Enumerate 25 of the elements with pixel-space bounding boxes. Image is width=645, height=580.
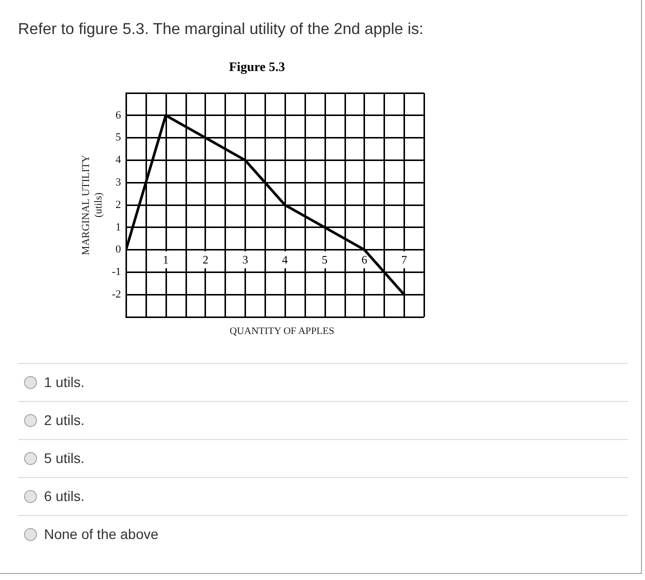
x-tick-label: 7 <box>401 254 408 267</box>
x-tick-label: 3 <box>242 254 248 267</box>
x-tick-label: 6 <box>362 254 368 267</box>
x-tick-label: 5 <box>322 254 328 267</box>
text: 6 utils. <box>44 488 84 504</box>
text: None of the above <box>44 526 158 542</box>
y-tick-label: 6 <box>116 109 122 122</box>
y-axis-title: MARGINAL UTILITY (utils) <box>81 154 105 256</box>
y-tick-label: 3 <box>116 176 122 188</box>
text: 2 utils. <box>44 412 84 428</box>
text: 1 utils. <box>44 374 84 390</box>
y-tick-label: 4 <box>116 154 122 166</box>
y-tick-label: -2 <box>112 288 121 300</box>
y-tick-label: 1 <box>116 221 121 234</box>
y-tick-label: -1 <box>112 266 121 278</box>
x-tick-label: 2 <box>202 254 209 267</box>
chart-title: Refer to figure 5.3. The marginal utility of the 2nd apple is: <box>18 21 424 39</box>
x-tick-label: 1 <box>162 254 169 267</box>
text: 5 utils. <box>44 450 84 466</box>
x-tick-label: 4 <box>282 254 288 267</box>
y-tick-label: 2 <box>116 198 121 211</box>
x-axis-title: QUANTITY OF APPLES <box>228 326 336 337</box>
y-tick-label: 0 <box>116 244 122 256</box>
y-tick-label: 5 <box>116 132 122 144</box>
chart-subtitle: Figure 5.3 <box>228 59 286 75</box>
